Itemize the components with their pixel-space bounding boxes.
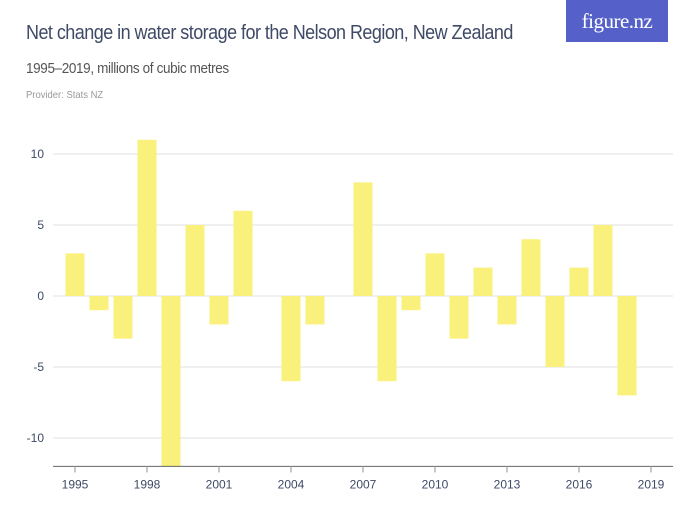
x-tick-label: 2019 <box>638 477 665 491</box>
bar-2002 <box>233 210 253 296</box>
provider-label: Provider: Stats NZ <box>26 89 104 101</box>
bar-2010 <box>425 253 445 296</box>
bar-2001 <box>209 296 229 325</box>
bar-2000 <box>185 225 205 296</box>
bar-2013 <box>497 296 517 325</box>
bar-1998 <box>137 139 157 296</box>
x-tick-label: 2016 <box>566 477 593 491</box>
x-tick-label: 1998 <box>134 477 161 491</box>
bar-2017 <box>593 225 613 296</box>
bar-1997 <box>113 296 133 339</box>
bar-2012 <box>473 267 493 296</box>
figure-nz-logo[interactable]: figure.nz <box>566 0 668 42</box>
bar-2018 <box>617 296 637 396</box>
bar-2009 <box>401 296 421 311</box>
bar-2004 <box>281 296 301 382</box>
bar-2014 <box>521 239 541 296</box>
y-tick-label: 10 <box>31 147 45 161</box>
y-tick-label: -10 <box>27 431 45 445</box>
bar-1995 <box>65 253 85 296</box>
bar-1996 <box>89 296 109 311</box>
x-tick-label: 2001 <box>206 477 233 491</box>
bar-2016 <box>569 267 589 296</box>
y-tick-label: 5 <box>37 218 44 232</box>
y-tick-label: -5 <box>33 360 44 374</box>
x-tick-label: 2004 <box>278 477 305 491</box>
y-tick-label: 0 <box>37 289 44 303</box>
x-tick-label: 1995 <box>62 477 89 491</box>
bar-2007 <box>353 182 373 296</box>
bar-2015 <box>545 296 565 367</box>
x-tick-label: 2007 <box>350 477 377 491</box>
bar-2005 <box>305 296 325 325</box>
chart-title: Net change in water storage for the Nels… <box>26 22 513 44</box>
chart-subtitle: 1995–2019, millions of cubic metres <box>26 60 229 77</box>
bar-1999 <box>161 296 181 467</box>
x-tick-label: 2013 <box>494 477 521 491</box>
bar-2008 <box>377 296 397 382</box>
bar-2011 <box>449 296 469 339</box>
x-tick-label: 2010 <box>422 477 449 491</box>
